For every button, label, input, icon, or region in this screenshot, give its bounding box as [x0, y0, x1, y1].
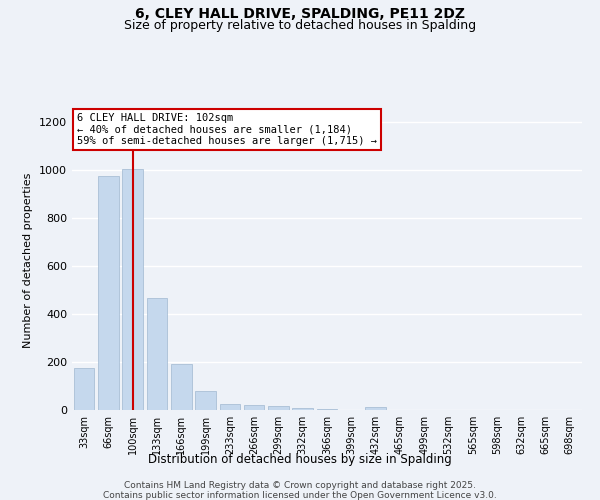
Bar — [195, 391, 216, 410]
Bar — [268, 406, 289, 410]
Text: 6 CLEY HALL DRIVE: 102sqm
← 40% of detached houses are smaller (1,184)
59% of se: 6 CLEY HALL DRIVE: 102sqm ← 40% of detac… — [77, 113, 377, 146]
Text: 6, CLEY HALL DRIVE, SPALDING, PE11 2DZ: 6, CLEY HALL DRIVE, SPALDING, PE11 2DZ — [135, 8, 465, 22]
Bar — [292, 408, 313, 410]
Bar — [146, 298, 167, 410]
Text: Size of property relative to detached houses in Spalding: Size of property relative to detached ho… — [124, 19, 476, 32]
Bar — [171, 364, 191, 410]
Bar — [365, 407, 386, 410]
Bar — [317, 409, 337, 410]
Bar — [98, 176, 119, 410]
Text: Distribution of detached houses by size in Spalding: Distribution of detached houses by size … — [148, 452, 452, 466]
Bar — [122, 169, 143, 410]
Bar — [220, 404, 240, 410]
Bar — [74, 368, 94, 410]
Text: Contains public sector information licensed under the Open Government Licence v3: Contains public sector information licen… — [103, 491, 497, 500]
Y-axis label: Number of detached properties: Number of detached properties — [23, 172, 34, 348]
Text: Contains HM Land Registry data © Crown copyright and database right 2025.: Contains HM Land Registry data © Crown c… — [124, 481, 476, 490]
Bar — [244, 405, 265, 410]
